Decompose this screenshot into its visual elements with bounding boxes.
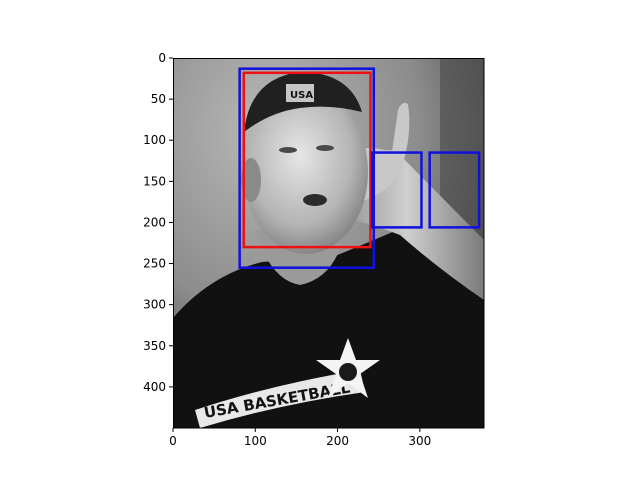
y-tick-label: 50 [151, 92, 166, 106]
x-axis: 0 100 200 300 [169, 428, 431, 448]
bounding-box-3 [428, 151, 481, 229]
cap-logo-text: USA [290, 90, 313, 101]
bounding-box-2 [370, 151, 423, 229]
axes-frame [173, 58, 485, 429]
y-tick-label: 400 [143, 380, 166, 394]
y-axis: 0 50 100 150 200 250 300 350 400 [143, 51, 173, 394]
y-tick-label: 250 [143, 257, 166, 271]
x-tick-label: 200 [326, 434, 349, 448]
y-tick-label: 350 [143, 339, 166, 353]
bounding-box-1 [238, 67, 376, 269]
x-tick-label: 300 [408, 434, 431, 448]
y-tick-label: 0 [158, 51, 166, 65]
y-tick-label: 200 [143, 215, 166, 229]
y-tick-label: 150 [143, 174, 166, 188]
photo-image: USA USA BASKETBALL [173, 58, 484, 428]
x-tick-label: 0 [169, 434, 177, 448]
bounding-boxes [238, 67, 481, 269]
bounding-box-0 [242, 71, 372, 249]
y-tick-label: 300 [143, 298, 166, 312]
y-tick-label: 100 [143, 133, 166, 147]
x-tick-label: 100 [244, 434, 267, 448]
